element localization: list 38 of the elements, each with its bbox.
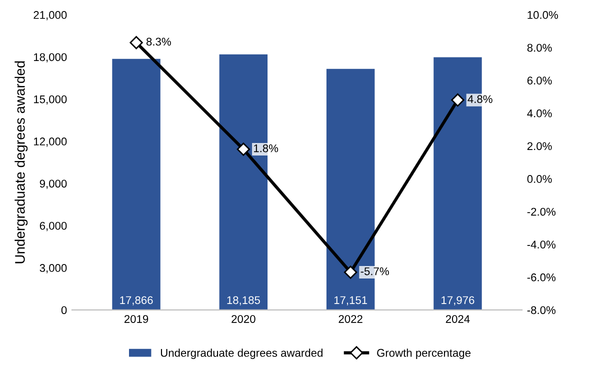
y-tick-label: 0 [61,306,67,314]
data-label: -5.7% [360,267,389,276]
y-tick-label: 12,000 [34,138,67,147]
point [130,36,143,50]
point [344,266,358,279]
x-tick-label: 2024 [446,315,470,323]
data-label: 17,151 [334,296,368,306]
y-tick-label: 18,000 [34,53,67,62]
data-label: 8.3% [146,38,171,46]
y2-tick-label: -6.0% [527,273,556,282]
data-label: 18,185 [227,296,260,306]
data-label: 17,866 [120,296,153,306]
y-tick-label: 21,000 [34,11,67,20]
data-label: 17,976 [442,296,474,306]
y2-tick-label: 8.0% [527,44,552,52]
y2-tick-label: 6.0% [527,76,552,84]
legend-label: Growth percentage [377,348,471,359]
x-tick-label: 2020 [232,315,256,323]
y2-tick-label: -8.0% [527,306,556,314]
y2-tick-label: 0.0% [527,175,552,183]
y2-tick-label: -2.0% [527,208,556,216]
bar [112,58,160,310]
y-tick-label: 15,000 [34,95,67,105]
data-label: 4.8% [468,95,492,104]
y2-tick-label: 4.0% [527,109,552,118]
x-tick-label: 2022 [338,315,362,323]
y2-tick-label: 10.0% [528,11,558,19]
point [236,142,250,156]
y-tick-label: 6,000 [40,222,67,232]
y2-tick-label: 2.0% [527,142,552,150]
y-axis-title: Undergraduate degrees awarded [14,61,28,264]
y-tick-label: 3,000 [40,264,67,274]
point [451,93,464,107]
y-tick-label: 9,000 [40,180,67,189]
data-label: 1.8% [254,144,278,152]
y2-tick-label: -4.0% [527,240,556,248]
legend-label: Undergraduate degrees awarded [160,348,322,359]
x-tick-label: 2019 [124,315,148,323]
